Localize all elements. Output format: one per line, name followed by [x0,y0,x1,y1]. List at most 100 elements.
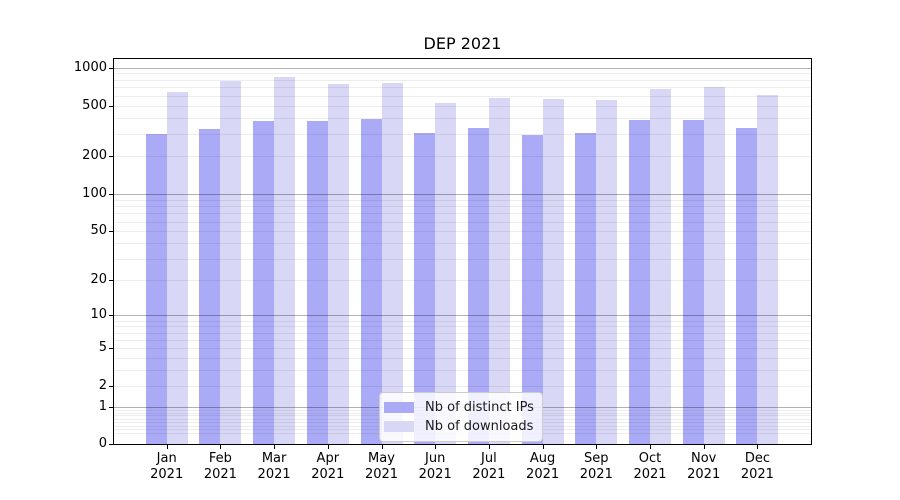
gridline-minor-2 [114,385,811,387]
y-tick-mark-2 [109,385,114,387]
y-tick-label-5: 5 [98,340,107,356]
y-tick-mark-20 [109,280,114,281]
y-tick-mark-1000 [109,67,114,69]
x-tick-mark-nov [703,445,705,449]
legend-item-downloads: Nb of downloads [384,417,537,436]
gridline-minor-80 [114,205,811,207]
x-tick-mark-mar [274,445,276,449]
x-tick-mark-jan [166,445,168,449]
bar-distinct-ips-apr [306,121,328,444]
legend-label-downloads: Nb of downloads [425,419,534,434]
bar-downloads-apr [327,84,349,444]
y-tick-mark-500 [109,105,114,107]
x-tick-label-jul: Jul 2021 [472,451,506,482]
bar-distinct-ips-may [360,119,382,444]
x-tick-label-feb: Feb 2021 [203,451,237,482]
bar-distinct-ips-jan [145,134,167,444]
gridline-minor-700 [114,87,811,89]
x-tick-mark-dec [757,445,759,449]
bar-downloads-sep [596,100,618,444]
chart-title: DEP 2021 [423,34,502,53]
y-tick-mark-50 [109,231,114,233]
y-tick-label-10: 10 [90,307,107,323]
x-tick-mark-oct [650,445,651,449]
legend: Nb of distinct IPs Nb of downloads [379,392,543,442]
legend-swatch-downloads [384,421,414,432]
gridline-minor-3 [114,370,811,372]
bar-downloads-aug [542,99,564,444]
x-tick-mark-jun [435,445,437,449]
y-tick-label-50: 50 [90,223,107,239]
bar-downloads-jul [488,98,510,444]
gridline-minor-500 [114,105,811,107]
x-tick-label-mar: Mar 2021 [257,451,291,482]
y-tick-mark-1 [109,407,114,408]
x-tick-label-aug: Aug 2021 [526,451,560,482]
y-tick-mark-5 [109,348,114,350]
plot-area: Nb of distinct IPs Nb of downloads [113,58,812,445]
y-tick-mark-0 [109,444,114,445]
x-tick-mark-feb [220,445,222,449]
x-tick-label-apr: Apr 2021 [311,451,345,482]
bar-distinct-ips-jun [414,133,436,444]
gridline-minor-300 [114,133,811,135]
y-tick-label-1000: 1000 [73,59,107,75]
gridline-minor-800 [114,79,811,81]
gridline-minor-9 [114,320,811,322]
bar-downloads-dec [757,94,779,444]
gridline-minor-200 [114,155,811,157]
bar-distinct-ips-mar [253,120,275,444]
bar-distinct-ips-dec [736,128,758,444]
gridline-minor-90 [114,199,811,201]
y-tick-label-200: 200 [82,147,107,163]
bar-downloads-jun [435,102,457,444]
x-tick-label-jan: Jan 2021 [150,451,184,482]
y-tick-mark-200 [109,155,114,157]
y-tick-label-100: 100 [82,185,107,201]
gridline-minor-70 [114,213,811,215]
x-tick-label-oct: Oct 2021 [633,451,667,482]
bar-distinct-ips-feb [199,129,221,444]
gridline-minor-5 [114,348,811,350]
gridline-minor-60 [114,221,811,223]
x-tick-mark-aug [542,445,544,449]
bar-downloads-oct [650,89,671,444]
gridline-minor-50 [114,231,811,233]
gridline-major-100 [114,193,811,195]
gridline-major-1000 [114,67,811,69]
bar-downloads-may [381,82,403,444]
gridline-minor-4 [114,358,811,360]
y-tick-mark-10 [109,315,114,317]
bar-downloads-jan [166,91,188,444]
x-tick-label-sep: Sep 2021 [579,451,613,482]
gridline-minor-600 [114,95,811,97]
legend-item-distinct-ips: Nb of distinct IPs [384,398,537,417]
gridline-minor-6 [114,339,811,341]
gridline-minor-20 [114,280,811,281]
bar-distinct-ips-sep [575,133,597,444]
gridline-minor-400 [114,117,811,119]
bar-distinct-ips-jul [467,128,489,444]
gridline-minor-900 [114,73,811,75]
x-tick-label-jun: Jun 2021 [418,451,452,482]
gridline-minor-40 [114,243,811,245]
y-tick-label-0: 0 [98,436,107,451]
x-tick-label-may: May 2021 [364,451,399,482]
legend-swatch-distinct-ips [384,402,414,413]
bar-downloads-nov [703,86,725,444]
y-tick-label-20: 20 [90,272,107,287]
bar-distinct-ips-aug [521,135,543,444]
x-tick-label-nov: Nov 2021 [687,451,721,482]
gridline-minor-8 [114,326,811,328]
x-tick-mark-sep [596,445,598,449]
x-tick-mark-jul [488,445,490,449]
gridline-minor-7 [114,332,811,334]
x-tick-label-dec: Dec 2021 [740,451,774,482]
x-tick-mark-may [381,445,383,449]
y-tick-mark-100 [109,193,114,195]
bar-distinct-ips-nov [682,120,704,444]
legend-label-distinct-ips: Nb of distinct IPs [425,400,534,415]
bar-downloads-feb [220,81,242,444]
bar-downloads-mar [274,76,296,444]
